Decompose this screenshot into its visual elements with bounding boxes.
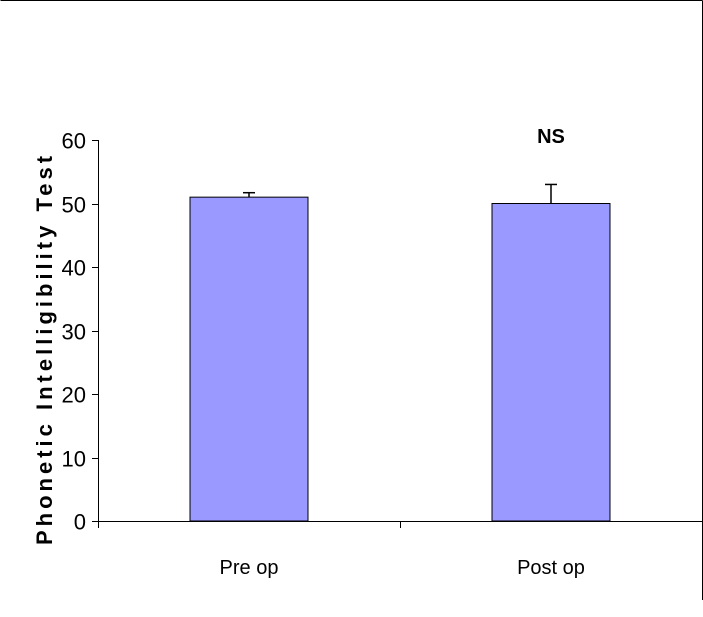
- y-tick-label: 0: [74, 510, 86, 535]
- bar: [491, 203, 611, 522]
- y-tick-label: 50: [62, 193, 86, 218]
- x-category-label: Pre op: [220, 557, 279, 579]
- y-tick-label: 20: [62, 383, 86, 408]
- annotations: NS: [537, 126, 565, 148]
- x-category-label: Post op: [517, 557, 585, 579]
- y-tick-label: 30: [62, 320, 86, 345]
- y-axis: 0 10 20 30 40 50 60: [62, 129, 99, 535]
- x-axis: Pre op Post op: [98, 521, 703, 579]
- y-tick-label: 60: [62, 129, 86, 154]
- bar: [189, 196, 309, 522]
- bars: [189, 196, 611, 522]
- significance-label: NS: [537, 126, 565, 148]
- y-tick-label: 40: [62, 256, 86, 281]
- y-axis-title: Phonetic Intelligibility Test: [32, 152, 57, 545]
- error-bars: [243, 183, 557, 204]
- y-tick-label: 10: [62, 447, 86, 472]
